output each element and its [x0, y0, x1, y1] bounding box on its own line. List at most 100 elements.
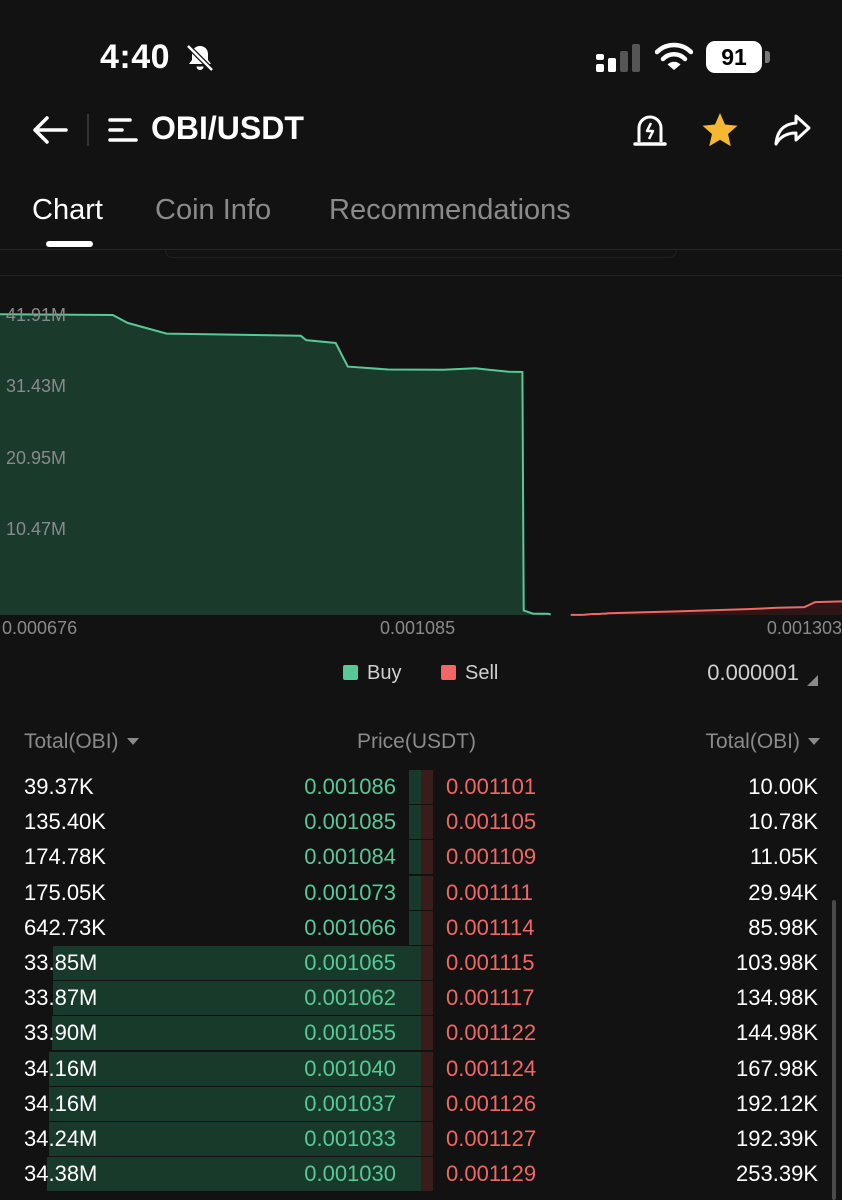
- buy-depth-bar: [409, 840, 421, 875]
- sell-total-cell: 10.78K: [748, 809, 818, 835]
- pair-title[interactable]: OBI/USDT: [151, 110, 304, 146]
- battery-level: 91: [706, 41, 762, 73]
- order-book-row[interactable]: 39.37K 0.001086 0.001101 10.00K: [0, 770, 842, 805]
- sell-depth-bar: [421, 981, 434, 1016]
- sell-price-cell: 0.001114: [446, 914, 535, 940]
- sell-price-cell: 0.001109: [446, 844, 537, 870]
- y-tick-label: 31.43M: [6, 376, 67, 396]
- buy-price-cell: 0.001084: [304, 844, 396, 870]
- sell-price-cell: 0.001111: [446, 879, 533, 905]
- sell-total-header[interactable]: Total(OBI): [705, 730, 820, 754]
- buy-total-cell: 33.90M: [24, 1020, 98, 1046]
- order-book-row[interactable]: 34.16M 0.001040 0.001124 167.98K: [0, 1051, 842, 1087]
- buy-total-cell: 175.05K: [24, 879, 106, 905]
- sell-depth-bar: [421, 805, 433, 840]
- order-book-row[interactable]: 33.85M 0.001065 0.001115 103.98K: [0, 946, 842, 981]
- sell-total-cell: 253.39K: [736, 1161, 818, 1187]
- buy-price-cell: 0.001037: [304, 1090, 396, 1116]
- back-arrow-icon[interactable]: [30, 112, 70, 148]
- buy-total-cell: 34.24M: [24, 1126, 98, 1151]
- scrollbar[interactable]: [832, 900, 836, 1200]
- header-bar: OBI/USDT: [0, 100, 842, 162]
- sell-total-cell: 134.98K: [736, 985, 818, 1011]
- buy-depth-bar: [49, 1051, 421, 1086]
- buy-depth-line: [0, 313, 552, 616]
- status-time: 4:40: [100, 38, 171, 76]
- order-book-header: Total(OBI) Price(USDT) Total(OBI): [0, 730, 842, 760]
- order-book-row[interactable]: 175.05K 0.001073 0.001111 29.94K: [0, 875, 842, 911]
- sell-price-cell: 0.001127: [446, 1126, 537, 1151]
- favorite-star-icon[interactable]: [700, 110, 740, 150]
- buy-depth-bar: [49, 1086, 421, 1121]
- sell-price-cell: 0.001122: [446, 1020, 537, 1046]
- y-tick-label: 20.95M: [6, 448, 67, 468]
- buy-depth-bar: [52, 1016, 421, 1051]
- order-book-row[interactable]: 34.38M 0.001030 0.001129 253.39K: [0, 1157, 842, 1192]
- battery-tip: [765, 51, 770, 63]
- share-icon[interactable]: [772, 110, 812, 150]
- sell-total-cell: 192.12K: [736, 1090, 818, 1116]
- sell-depth-bar: [421, 946, 434, 980]
- sell-price-cell: 0.001117: [446, 985, 535, 1011]
- buy-total-cell: 34.16M: [24, 1055, 98, 1081]
- menu-lines-icon[interactable]: [108, 116, 138, 144]
- tab-recommendations[interactable]: Recommendations: [329, 194, 571, 226]
- buy-total-header-label: Total(OBI): [24, 730, 119, 753]
- legend-buy-label: Buy: [367, 662, 402, 684]
- sell-price-cell: 0.001115: [446, 950, 535, 975]
- buy-total-cell: 34.38M: [24, 1161, 98, 1187]
- sell-price-cell: 0.001124: [446, 1055, 537, 1081]
- buy-depth-bar: [409, 770, 421, 804]
- collapsed-panel-handle[interactable]: [165, 250, 677, 258]
- precision-selector[interactable]: 0.000001: [707, 660, 818, 686]
- sell-total-cell: 11.05K: [749, 844, 818, 870]
- order-book-row[interactable]: 33.87M 0.001062 0.001117 134.98K: [0, 981, 842, 1016]
- buy-depth-bar: [409, 875, 421, 910]
- buy-price-cell: 0.001065: [304, 950, 396, 975]
- order-book-row[interactable]: 135.40K 0.001085 0.001105 10.78K: [0, 805, 842, 840]
- buy-depth-bar: [409, 805, 421, 840]
- sell-price-cell: 0.001105: [446, 809, 537, 835]
- order-book-row[interactable]: 642.73K 0.001066 0.001114 85.98K: [0, 910, 842, 946]
- collapsed-panel-strip: [0, 250, 842, 276]
- buy-price-cell: 0.001085: [304, 809, 396, 835]
- y-tick-label: 41.91M: [6, 305, 67, 325]
- sell-total-cell: 167.98K: [736, 1055, 818, 1081]
- legend-buy: Buy: [343, 662, 401, 685]
- order-book-row[interactable]: 174.78K 0.001084 0.001109 11.05K: [0, 840, 842, 875]
- dropdown-caret-icon: [808, 738, 820, 745]
- buy-total-cell: 174.78K: [24, 844, 106, 870]
- dropdown-caret-icon: [126, 738, 139, 745]
- sell-price-cell: 0.001129: [446, 1161, 537, 1187]
- buy-depth-bar: [52, 981, 421, 1016]
- y-tick-label: 10.47M: [6, 519, 67, 539]
- order-book-row[interactable]: 34.24M 0.001033 0.001127 192.39K: [0, 1122, 842, 1157]
- buy-price-cell: 0.001030: [304, 1161, 396, 1187]
- order-book-row[interactable]: 34.16M 0.001037 0.001126 192.12K: [0, 1086, 842, 1122]
- caret-icon: [807, 675, 818, 686]
- buy-price-cell: 0.001062: [304, 985, 396, 1011]
- buy-total-cell: 33.87M: [24, 985, 98, 1011]
- sell-depth-bar: [421, 910, 433, 945]
- battery-indicator: 91: [706, 41, 770, 73]
- sell-total-cell: 10.00K: [748, 774, 818, 799]
- buy-price-cell: 0.001055: [304, 1020, 396, 1046]
- order-book-row[interactable]: 33.90M 0.001055 0.001122 144.98K: [0, 1016, 842, 1051]
- sell-depth-area: [570, 601, 842, 615]
- active-tab-indicator: [46, 241, 93, 247]
- order-book: 39.37K 0.001086 0.001101 10.00K 135.40K 0.001…: [0, 770, 842, 1200]
- buy-depth-bar: [48, 1122, 421, 1156]
- sell-total-header-label: Total(OBI): [705, 730, 800, 753]
- buy-price-cell: 0.001033: [304, 1126, 396, 1151]
- price-alert-icon[interactable]: [632, 112, 668, 150]
- buy-total-cell: 34.16M: [24, 1090, 98, 1116]
- x-tick-label: 0.001085: [380, 618, 456, 638]
- bell-off-icon: [186, 44, 214, 72]
- depth-chart: 41.91M 31.43M 20.95M 10.47M 0.000676 0.0…: [0, 290, 842, 640]
- buy-total-header[interactable]: Total(OBI): [24, 730, 139, 754]
- tab-coin-info[interactable]: Coin Info: [155, 194, 272, 226]
- sell-depth-bar: [421, 1051, 434, 1086]
- tab-chart[interactable]: Chart: [32, 194, 103, 226]
- buy-total-cell: 33.85M: [24, 950, 98, 975]
- sell-depth-bar: [421, 770, 433, 804]
